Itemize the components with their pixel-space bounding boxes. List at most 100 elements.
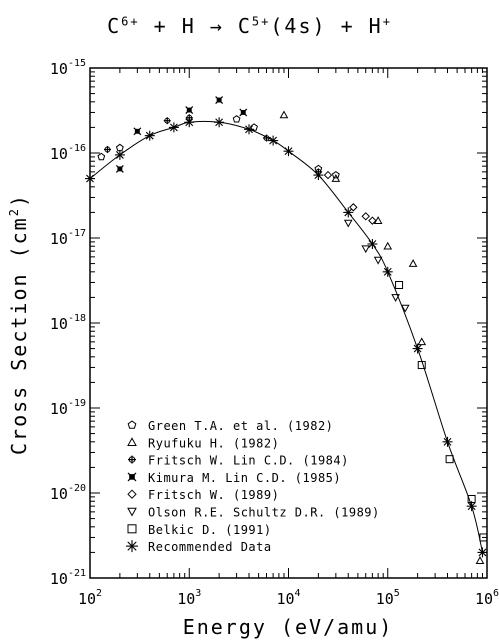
legend-marker — [127, 489, 137, 499]
legend-marker-shape — [127, 437, 137, 446]
legend-marker-shape — [127, 489, 137, 499]
data-point-series-7-shape — [443, 437, 452, 446]
x-tick-label: 104 — [276, 588, 300, 608]
data-point-series-1-shape — [279, 110, 289, 119]
data-point-series-5-shape — [361, 245, 371, 254]
legend-entry: Fritsch W. Lin C.D. (1984) — [148, 454, 349, 468]
data-point-series-3 — [185, 106, 194, 114]
data-point-series-7-shape — [478, 548, 487, 557]
recommended-data-line — [89, 121, 483, 553]
x-tick-label: 103 — [177, 588, 201, 608]
data-point-series-7 — [268, 135, 279, 146]
data-point-series-1-shape — [417, 337, 427, 346]
data-point-series-7 — [367, 238, 378, 249]
data-point-series-4-shape — [349, 203, 358, 212]
y-axis-label: Cross Section (cm2) — [7, 193, 31, 455]
data-point-series-5 — [391, 294, 400, 302]
data-point-series-6-shape — [445, 455, 454, 464]
legend-marker — [127, 472, 137, 482]
data-point-series-7-shape — [145, 131, 154, 140]
x-axis-label: Energy (eV/amu) — [183, 615, 394, 639]
data-point-series-6 — [417, 361, 426, 370]
data-point-series-1 — [417, 337, 427, 346]
data-point-series-1 — [475, 556, 485, 564]
title-part: + — [382, 14, 392, 29]
data-point-series-1 — [279, 110, 289, 119]
y-tick-label: 10-18 — [50, 313, 86, 333]
data-point-series-2 — [262, 134, 270, 142]
data-point-series-7-shape — [215, 118, 224, 127]
data-point-series-5-shape — [343, 219, 353, 228]
data-point-series-4 — [361, 212, 370, 221]
legend-entry: Kimura M. Lin C.D. (1985) — [148, 471, 341, 485]
data-point-series-5 — [343, 219, 353, 228]
data-point-series-7 — [343, 207, 354, 218]
data-point-series-0-shape — [331, 170, 340, 179]
data-point-series-7-shape — [344, 208, 353, 217]
data-point-series-6 — [395, 280, 404, 289]
data-point-series-5-shape — [391, 294, 400, 302]
data-point-series-0-shape — [97, 152, 106, 161]
title-part: + H → C — [139, 14, 252, 38]
legend-marker — [127, 507, 137, 517]
data-point-series-0-shape — [250, 123, 258, 131]
data-point-series-5 — [373, 256, 383, 265]
legend-marker-shape — [127, 472, 137, 482]
legend-entry: Fritsch W. (1989) — [148, 488, 279, 502]
data-point-series-0 — [331, 170, 340, 179]
data-point-series-4 — [323, 170, 333, 180]
y-tick-label: 10-17 — [50, 228, 86, 248]
data-point-series-4-shape — [323, 170, 333, 180]
data-point-series-7-shape — [314, 171, 323, 179]
data-point-series-7 — [214, 117, 225, 128]
data-point-series-1 — [373, 216, 383, 224]
x-tick-label: 106 — [475, 588, 499, 608]
data-point-series-3-shape — [133, 127, 142, 136]
data-point-series-7-shape — [115, 150, 124, 159]
data-point-series-7 — [184, 117, 195, 128]
data-point-series-7-shape — [269, 136, 278, 145]
data-point-series-4 — [349, 203, 358, 212]
data-point-series-1-shape — [408, 259, 418, 267]
y-tick-label: 10-15 — [50, 58, 86, 78]
legend-marker — [127, 437, 137, 446]
data-point-series-7 — [144, 130, 155, 141]
data-point-series-7-shape — [467, 502, 476, 511]
data-point-series-7 — [477, 547, 488, 558]
title-part: C — [107, 14, 122, 38]
x-tick-label: 105 — [376, 588, 400, 608]
data-point-series-7-shape — [383, 267, 392, 276]
data-point-series-1 — [408, 259, 418, 267]
data-point-series-1-shape — [383, 241, 393, 250]
data-point-series-1-shape — [373, 216, 383, 224]
data-point-series-5-shape — [373, 256, 383, 265]
data-point-series-7-shape — [86, 174, 94, 183]
data-point-series-0 — [97, 152, 106, 161]
data-point-series-7 — [412, 343, 423, 354]
y-tick-label: 10-19 — [50, 398, 86, 418]
data-point-series-7 — [466, 501, 477, 512]
title-part: (4s) + H — [270, 14, 383, 38]
x-tick-label: 102 — [78, 588, 102, 608]
data-point-series-3 — [115, 164, 124, 173]
data-point-series-0-shape — [232, 115, 241, 123]
legend-marker-shape — [127, 507, 137, 517]
data-point-series-3-shape — [215, 96, 224, 104]
data-point-series-6 — [479, 533, 488, 542]
data-point-series-0 — [115, 143, 124, 152]
data-point-series-7-shape — [245, 125, 253, 134]
legend-entry: Belkic D. (1991) — [148, 523, 272, 537]
data-point-series-7 — [313, 170, 324, 181]
legend-entry: Green T.A. et al. (1982) — [148, 419, 333, 433]
data-point-series-1-shape — [331, 174, 341, 182]
data-point-series-0 — [232, 115, 241, 123]
y-tick-label: 10-16 — [50, 143, 86, 163]
legend-entry: Ryufuku H. (1982) — [148, 436, 279, 450]
data-point-series-4 — [368, 216, 377, 225]
data-point-series-7 — [168, 122, 179, 133]
data-point-series-6-shape — [417, 361, 426, 370]
data-point-series-7 — [85, 173, 95, 184]
data-point-series-3 — [215, 96, 224, 104]
